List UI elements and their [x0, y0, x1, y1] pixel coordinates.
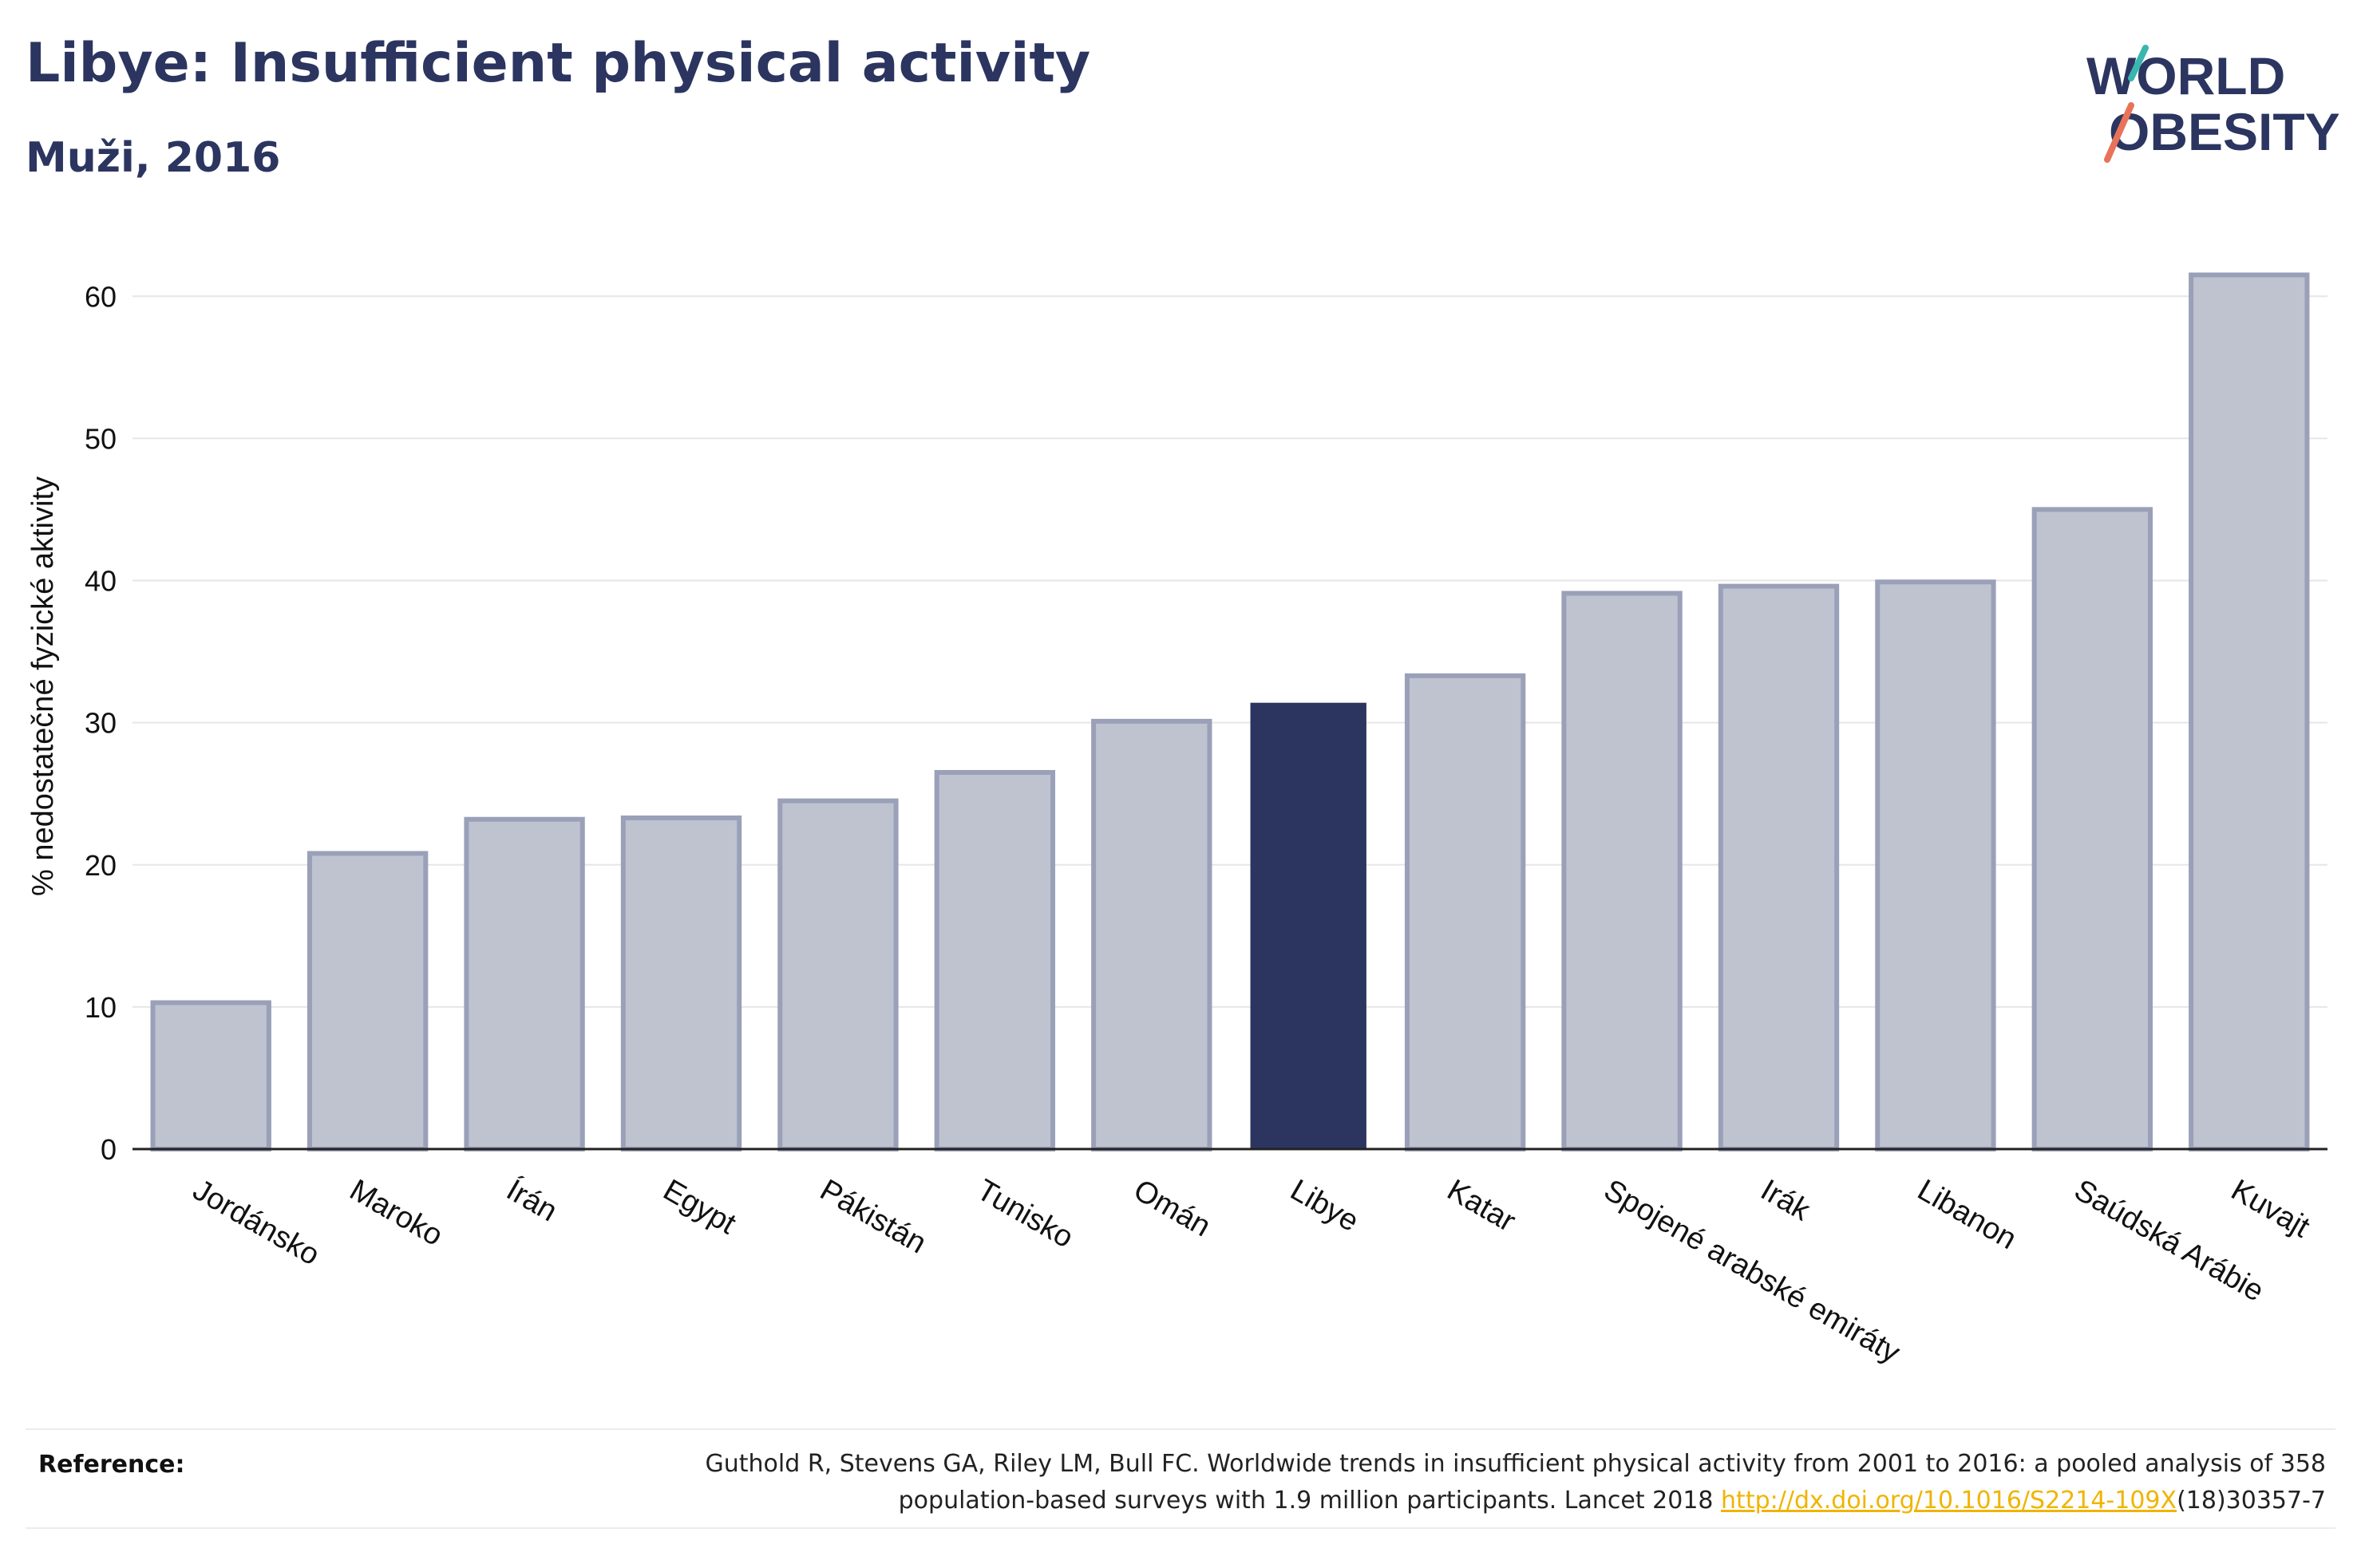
bar-tunisko [934, 769, 1056, 1151]
bar-libye [1250, 702, 1366, 1149]
reference-line1: Guthold R, Stevens GA, Riley LM, Bull FC… [705, 1450, 2326, 1478]
bar-irák [1718, 583, 1840, 1151]
reference-label: Reference: [38, 1451, 185, 1479]
x-tick-labels: Jordánsko Maroko Írán Egypt Pákistán Tunisko O… [188, 1172, 2316, 1369]
x-tick-label: Kuvajt [2225, 1173, 2316, 1244]
y-tick-label: 40 [85, 565, 117, 598]
y-tick-label: 0 [101, 1133, 117, 1166]
bar-kuvajt [2189, 272, 2310, 1151]
reference-text: Guthold R, Stevens GA, Riley LM, Bull FC… [530, 1446, 2326, 1519]
world-obesity-logo: WORLD OBESITY [2086, 45, 2339, 163]
x-tick-label: Spojené arabské emiráty [1598, 1173, 1905, 1370]
bar-saúdská-arábie [2031, 507, 2153, 1151]
bar-egypt [620, 815, 742, 1151]
bar-katar [1404, 673, 1526, 1151]
x-tick-label: Egypt [658, 1173, 742, 1241]
logo-line2: OBESITY [2109, 102, 2339, 161]
y-axis-label: % nedostatečné fyzické aktivity [26, 476, 60, 896]
x-tick-label: Libanon [1912, 1173, 2022, 1256]
logo-line1: WORLD [2086, 46, 2285, 105]
x-tick-label: Tunisko [971, 1173, 1079, 1254]
x-tick-label: Katar [1442, 1173, 1521, 1238]
gridlines [132, 295, 2327, 1008]
y-tick-label: 20 [85, 849, 117, 882]
x-tick-label: Pákistán [814, 1173, 931, 1260]
reference-doi-link[interactable]: http://dx.doi.org/10.1016/S2214-109X [1721, 1487, 2177, 1515]
chart-subtitle: Muži, 2016 [26, 134, 281, 182]
bar-írán [464, 816, 585, 1151]
y-tick-label: 10 [85, 991, 117, 1024]
reference-line2-post: (18)30357-7 [2177, 1487, 2326, 1515]
bar-pákistán [777, 798, 899, 1151]
x-tick-label: Omán [1128, 1173, 1216, 1243]
y-tick-label: 50 [85, 422, 117, 455]
bars [150, 272, 2310, 1151]
bar-chart: 0 10 20 30 40 50 60 Jordánsko Maroko Írán Egypt Pá… [26, 272, 2327, 1370]
y-tick-labels: 0 10 20 30 40 50 60 [85, 280, 117, 1166]
y-tick-label: 30 [85, 707, 117, 740]
bar-spojené-arabské-emiráty [1561, 590, 1683, 1151]
x-tick-label: Írán [500, 1172, 563, 1228]
bar-libanon [1875, 579, 1996, 1151]
bar-maroko [306, 851, 429, 1151]
x-tick-label: Libye [1285, 1173, 1365, 1238]
reference-line2-pre: population-based surveys with 1.9 millio… [898, 1487, 1722, 1515]
x-tick-label: Jordánsko [188, 1173, 326, 1272]
bar-jordánsko [150, 1000, 271, 1151]
bar-omán [1091, 718, 1212, 1151]
chart-title: Libye: Insufficient physical activity [26, 32, 1091, 95]
x-tick-label: Irák [1755, 1173, 1817, 1228]
reference-divider-bottom [26, 1527, 2335, 1529]
x-tick-label: Maroko [344, 1173, 449, 1253]
y-tick-label: 60 [85, 280, 117, 313]
reference-line2: population-based surveys with 1.9 millio… [530, 1483, 2326, 1519]
reference-divider-top [26, 1428, 2335, 1430]
